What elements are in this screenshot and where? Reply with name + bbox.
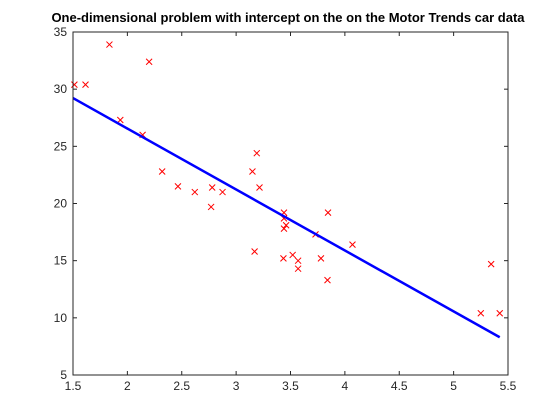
data-point-stroke: [349, 241, 356, 249]
data-point-stroke: [191, 188, 199, 196]
data-point: [256, 184, 263, 191]
data-point: [219, 188, 226, 196]
x-tick-label: 3: [233, 379, 240, 393]
x-tick-label: 4.5: [391, 379, 408, 393]
x-tick-label: 4: [342, 379, 349, 393]
data-point: [116, 116, 124, 124]
data-point-stroke: [487, 260, 495, 268]
regression-line: [72, 96, 501, 339]
data-point-stroke: [219, 188, 226, 196]
data-point-stroke: [256, 184, 263, 191]
y-tick-label: 20: [54, 197, 68, 211]
data-point-stroke: [294, 257, 302, 265]
data-point-stroke: [145, 58, 153, 66]
data-point: [349, 241, 356, 249]
data-point-stroke: [317, 255, 325, 262]
data-point: [496, 309, 504, 317]
data-point: [208, 184, 216, 191]
data-point-stroke: [289, 251, 297, 259]
data-point: [282, 221, 290, 229]
y-tick-label: 15: [54, 254, 68, 268]
data-point-stroke: [116, 116, 124, 124]
y-tick-label: 10: [54, 311, 68, 325]
y-tick-label: 25: [54, 139, 68, 153]
data-point-stroke: [282, 221, 290, 229]
data-point-stroke: [324, 276, 331, 284]
data-point: [294, 257, 302, 265]
data-point: [317, 255, 325, 262]
data-point: [324, 209, 332, 217]
data-point: [253, 149, 261, 157]
data-point: [71, 81, 78, 88]
data-point: [289, 251, 297, 259]
data-point: [158, 168, 166, 175]
data-point: [294, 265, 302, 273]
data-point-stroke: [158, 168, 166, 175]
data-point-stroke: [208, 184, 216, 191]
y-tick-label: 5: [60, 368, 67, 382]
data-point: [280, 225, 288, 233]
data-point-stroke: [207, 203, 215, 211]
data-point: [82, 81, 89, 88]
data-point: [477, 309, 485, 317]
data-point-stroke: [82, 81, 89, 88]
data-point-stroke: [280, 255, 287, 262]
x-tick-label: 2.5: [173, 379, 190, 393]
x-tick-label: 1.5: [65, 379, 82, 393]
x-tick-label: 5: [450, 379, 457, 393]
data-point-stroke: [324, 209, 332, 217]
data-point-stroke: [477, 309, 485, 317]
data-point: [191, 188, 199, 196]
data-point-stroke: [294, 265, 302, 273]
data-point: [251, 248, 258, 255]
data-point-stroke: [71, 81, 78, 88]
data-point: [174, 182, 182, 190]
data-point: [487, 260, 495, 268]
data-point-stroke: [251, 248, 258, 255]
data-point: [280, 255, 287, 262]
x-tick-label: 3.5: [282, 379, 299, 393]
data-point: [145, 58, 153, 66]
x-tick-label: 2: [124, 379, 131, 393]
data-point-stroke: [280, 225, 288, 233]
data-point: [106, 41, 113, 48]
data-point-stroke: [496, 309, 504, 317]
data-point: [324, 276, 331, 284]
x-tick-label: 5.5: [500, 379, 517, 393]
data-point: [207, 203, 215, 211]
data-point-stroke: [249, 168, 256, 175]
data-point: [249, 168, 256, 175]
y-tick-label: 35: [54, 25, 68, 39]
data-point-stroke: [253, 149, 261, 157]
data-point-stroke: [106, 41, 113, 48]
y-tick-label: 30: [54, 82, 68, 96]
data-point-stroke: [174, 182, 182, 190]
chart-title: One-dimensional problem with intercept o…: [51, 10, 525, 25]
axes-box: [72, 31, 509, 376]
